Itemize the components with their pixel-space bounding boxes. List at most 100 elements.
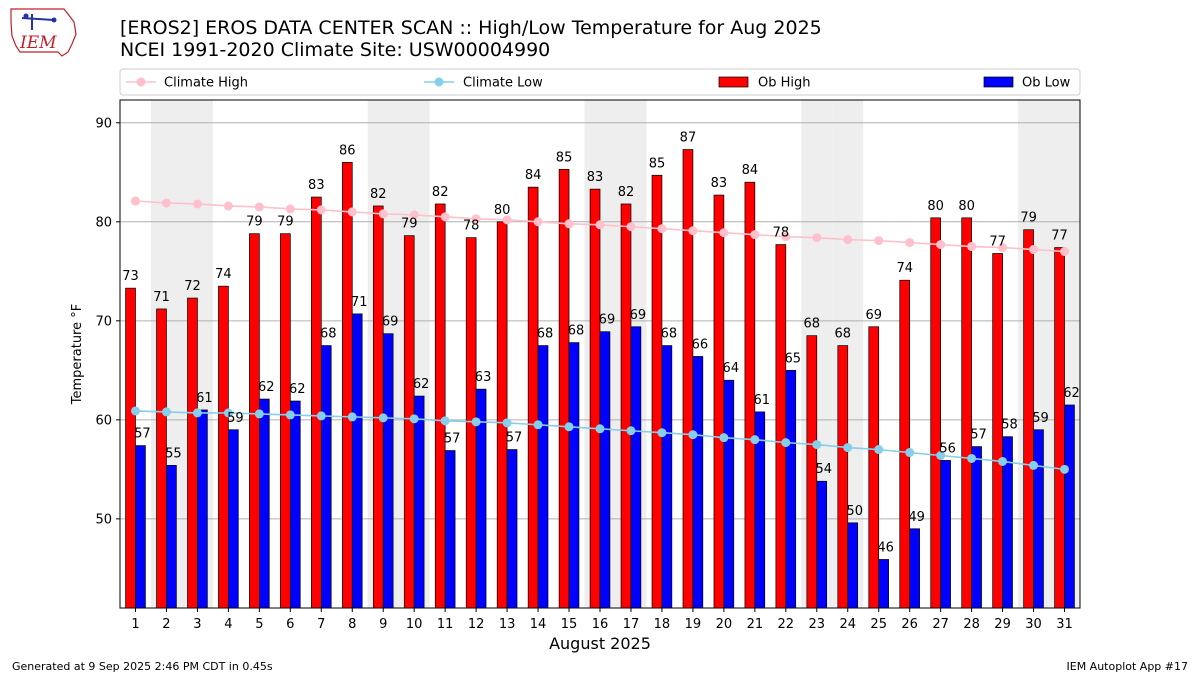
x-tick-label: 3 — [193, 617, 201, 632]
x-tick-label: 23 — [809, 617, 826, 632]
ob-high-label: 80 — [494, 203, 511, 218]
climate-low-point — [347, 412, 357, 422]
climate-high-point — [750, 230, 760, 240]
ob-low-bar — [382, 333, 394, 609]
ob-low-bar — [228, 429, 239, 609]
ob-low-bar — [878, 559, 889, 609]
x-tick-label: 2 — [162, 617, 170, 632]
legend-box — [119, 68, 1081, 96]
ob-high-bar — [899, 279, 911, 609]
ob-low-bar — [1033, 429, 1044, 609]
x-tick-label: 20 — [716, 617, 733, 632]
climate-high-point — [595, 220, 605, 230]
legend-climate-high-label: Climate High — [164, 76, 248, 91]
ob-high-label: 83 — [587, 170, 604, 185]
ob-low-label: 62 — [289, 382, 306, 397]
ob-high-label: 79 — [277, 215, 294, 230]
climate-low-point — [254, 409, 264, 419]
ob-high-bar — [620, 203, 632, 609]
ob-low-bar — [723, 379, 735, 609]
climate-high-point — [285, 204, 295, 214]
ob-low-bar — [413, 395, 425, 609]
x-tick-label: 6 — [286, 617, 294, 632]
x-tick-label: 1 — [131, 617, 139, 632]
climate-high-point — [905, 238, 915, 248]
ob-low-label: 68 — [661, 327, 678, 342]
x-tick-label: 28 — [963, 617, 980, 632]
x-tick-label: 30 — [1025, 617, 1042, 632]
ob-high-label: 68 — [835, 327, 852, 342]
ob-high-bar — [930, 217, 941, 609]
climate-high-point — [347, 207, 357, 217]
x-tick-label: 9 — [379, 617, 387, 632]
ob-high-bar — [187, 297, 198, 609]
ob-low-bar — [940, 460, 951, 609]
x-tick-label: 4 — [224, 617, 232, 632]
ob-high-label: 72 — [184, 279, 201, 294]
legend-ob-high-swatch — [718, 76, 749, 88]
climate-high-point — [967, 242, 977, 252]
ob-low-label: 57 — [134, 427, 151, 442]
ob-high-label: 78 — [463, 219, 480, 234]
climate-high-point — [657, 224, 667, 234]
climate-high-point — [874, 236, 884, 246]
ob-high-bar — [775, 244, 787, 609]
ob-low-bar — [692, 356, 704, 609]
climate-high-point — [781, 232, 791, 242]
climate-high-point — [409, 210, 419, 220]
ob-low-label: 71 — [351, 295, 368, 310]
climate-low-point — [874, 445, 884, 455]
x-tick-label: 29 — [994, 617, 1011, 632]
ob-low-label: 55 — [165, 446, 182, 461]
ob-high-bar — [280, 233, 291, 609]
ob-low-label: 66 — [692, 337, 709, 352]
x-tick-label: 18 — [654, 617, 671, 632]
climate-high-point — [223, 201, 233, 211]
ob-high-label: 82 — [432, 185, 449, 200]
ob-high-label: 84 — [742, 163, 759, 178]
climate-low-point — [781, 438, 791, 448]
ob-high-label: 77 — [989, 234, 1006, 249]
ob-low-label: 57 — [506, 431, 523, 446]
ob-low-label: 62 — [1063, 386, 1080, 401]
ob-high-label: 78 — [773, 226, 790, 241]
ob-high-bar — [372, 205, 384, 609]
x-tick-label: 7 — [317, 617, 325, 632]
ob-high-label: 74 — [896, 261, 913, 276]
climate-high-point — [254, 202, 264, 212]
climate-low-point — [130, 406, 140, 416]
ob-high-bar — [713, 194, 725, 609]
climate-high-point — [440, 212, 450, 222]
climate-high-point — [688, 226, 698, 236]
y-tick-label: 50 — [95, 512, 112, 527]
ob-high-bar — [837, 345, 849, 609]
ob-low-label: 63 — [475, 370, 492, 385]
ob-low-label: 59 — [1032, 411, 1049, 426]
ob-high-bar — [249, 233, 260, 609]
ob-high-bar — [311, 196, 322, 609]
x-tick-label: 22 — [778, 617, 795, 632]
climate-high-point — [378, 209, 388, 219]
ob-high-bar — [558, 168, 570, 609]
ob-high-label: 79 — [246, 215, 263, 230]
climate-low-point — [843, 443, 853, 453]
ob-high-label: 68 — [804, 317, 821, 332]
climate-high-point — [626, 222, 636, 232]
ob-high-label: 85 — [649, 156, 666, 171]
legend-ob-low-label: Ob Low — [1022, 76, 1071, 91]
climate-low-point — [502, 418, 512, 428]
ob-high-label: 77 — [1051, 229, 1068, 244]
chart-title: [EROS2] EROS DATA CENTER SCAN :: High/Lo… — [120, 17, 822, 39]
ob-high-bar — [527, 186, 539, 609]
ob-low-label: 57 — [970, 428, 987, 443]
x-tick-label: 25 — [870, 617, 887, 632]
climate-high-point — [843, 235, 853, 245]
ob-high-label: 86 — [339, 143, 356, 158]
ob-low-bar — [847, 522, 859, 609]
ob-high-bar — [434, 203, 446, 609]
footer-app: IEM Autoplot App #17 — [1066, 660, 1189, 673]
x-tick-label: 19 — [685, 617, 702, 632]
ob-low-bar — [661, 345, 673, 609]
ob-low-bar — [259, 398, 270, 609]
ob-low-bar — [351, 313, 363, 609]
